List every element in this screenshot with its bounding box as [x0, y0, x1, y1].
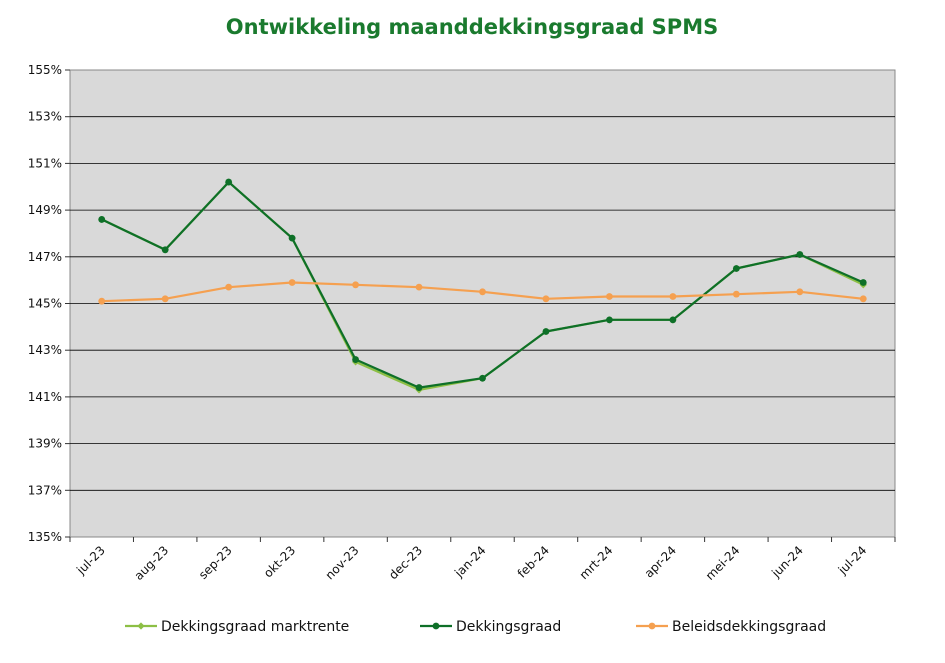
x-tick-label: aug-23: [132, 543, 172, 583]
x-tick-label: mrt-24: [577, 543, 616, 582]
y-tick-label: 145%: [28, 297, 62, 311]
legend-marker: [432, 622, 440, 630]
legend-item: Dekkingsgraad marktrente: [125, 619, 349, 635]
gridlines: [70, 116, 895, 491]
x-axis: jul-23 aug-23 sep-23 okt-23 nov-23 dec-23 jan-…: [69, 537, 896, 583]
series-2: [98, 178, 867, 391]
data-point: [732, 290, 740, 298]
data-point: [542, 328, 550, 335]
x-tick-label: feb-24: [515, 543, 552, 580]
data-point: [542, 295, 550, 303]
y-tick-label: 141%: [28, 390, 62, 404]
data-point: [859, 295, 867, 303]
y-tick-label: 147%: [28, 250, 62, 264]
series-3: [98, 279, 867, 305]
y-tick-label: 137%: [28, 483, 62, 497]
x-tick-label: okt-23: [261, 543, 298, 580]
y-tick-label: 155%: [28, 63, 62, 77]
data-point: [796, 288, 804, 296]
data-point: [796, 251, 804, 258]
data-point: [161, 246, 169, 254]
legend-item: Beleidsdekkingsgraad: [636, 619, 826, 635]
data-point: [479, 288, 486, 296]
data-point: [161, 295, 169, 303]
data-point: [732, 265, 740, 272]
y-axis: 135% 137% 139% 141% 143% 145% 147% 149% 151% 153%…: [28, 63, 70, 544]
data-point: [352, 281, 359, 289]
legend-marker: [648, 622, 656, 630]
y-tick-label: 135%: [28, 530, 62, 544]
y-tick-label: 153%: [28, 110, 62, 124]
data-point: [669, 316, 677, 324]
data-point: [606, 293, 613, 300]
data-point: [352, 356, 359, 363]
x-tick-label: jan-24: [451, 543, 488, 580]
data-point: [288, 279, 296, 286]
x-tick-label: nov-23: [323, 543, 362, 582]
data-point: [98, 216, 106, 223]
data-point: [859, 279, 867, 286]
data-point: [98, 297, 106, 305]
x-tick-label: apr-24: [642, 543, 679, 580]
data-point: [415, 283, 423, 291]
y-tick-label: 139%: [28, 437, 62, 451]
legend-label: Dekkingsgraad: [456, 619, 561, 635]
legend-item: Dekkingsgraad: [420, 619, 561, 635]
y-tick-label: 151%: [28, 156, 62, 170]
chart-title: Ontwikkeling maanddekkingsgraad SPMS: [226, 15, 718, 39]
legend: Dekkingsgraad marktrente Dekkingsgraad Bel…: [125, 619, 826, 635]
data-point: [606, 316, 613, 324]
data-point: [415, 384, 423, 391]
data-point: [288, 234, 296, 242]
data-point: [669, 293, 677, 300]
data-point: [225, 178, 233, 186]
y-tick-label: 149%: [28, 203, 62, 217]
x-tick-label: sep-23: [196, 543, 235, 582]
x-tick-label: jul-24: [835, 543, 870, 578]
series-layer: [98, 178, 867, 394]
x-tick-label: dec-23: [386, 543, 425, 582]
x-tick-label: jul-23: [73, 543, 108, 578]
legend-label: Beleidsdekkingsgraad: [672, 619, 826, 635]
x-tick-label: mei-24: [703, 543, 743, 583]
y-tick-label: 143%: [28, 343, 62, 357]
data-point: [479, 374, 486, 382]
x-tick-label: jun-24: [768, 543, 806, 581]
legend-label: Dekkingsgraad marktrente: [161, 619, 349, 635]
data-point: [225, 283, 233, 291]
legend-marker: [137, 622, 145, 630]
